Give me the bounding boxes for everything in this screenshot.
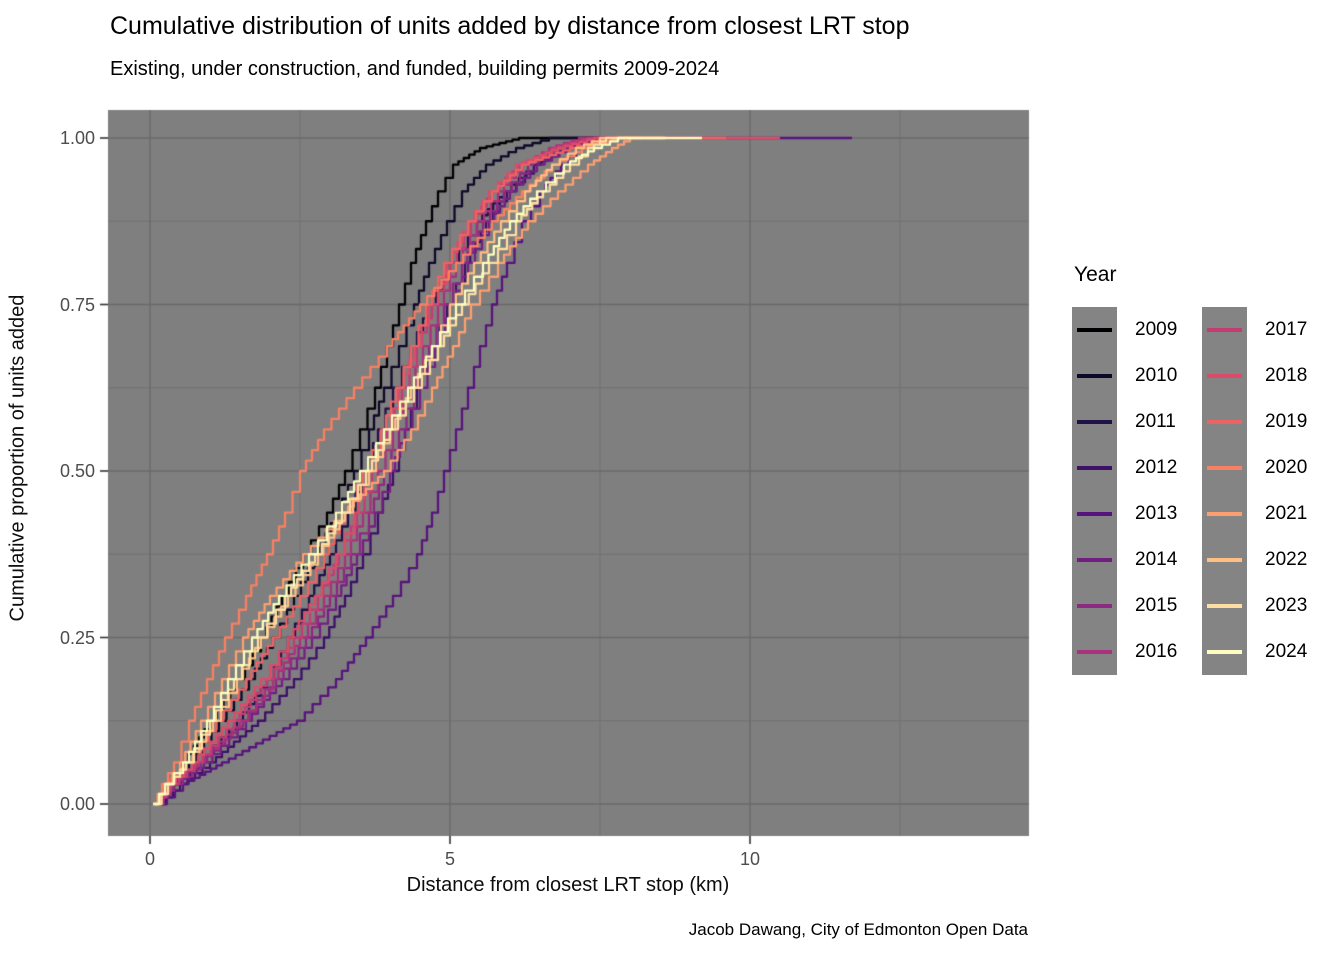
x-tick-label: 10 bbox=[739, 849, 761, 869]
legend-key-line bbox=[1207, 374, 1242, 378]
legend-label: 2020 bbox=[1265, 457, 1308, 478]
legend-label: 2012 bbox=[1135, 457, 1178, 478]
legend-label: 2014 bbox=[1135, 549, 1178, 570]
legend-item-2011: 2011 bbox=[1072, 399, 1176, 445]
y-tick-label: 0.50 bbox=[59, 461, 95, 481]
legend-label: 2015 bbox=[1135, 595, 1178, 616]
legend-title: Year bbox=[1074, 263, 1117, 286]
chart-caption: Jacob Dawang, City of Edmonton Open Data bbox=[688, 920, 1028, 939]
legend-key-line bbox=[1077, 558, 1112, 562]
legend-key-line bbox=[1207, 328, 1242, 332]
y-tick-label: 0.25 bbox=[59, 627, 95, 648]
x-tick-label: 5 bbox=[444, 849, 455, 869]
legend-label: 2017 bbox=[1265, 319, 1308, 340]
y-tick-label: 0.75 bbox=[59, 294, 95, 315]
legend-key-line bbox=[1077, 650, 1112, 654]
legend-key-line bbox=[1077, 328, 1112, 332]
legend-key-line bbox=[1077, 466, 1112, 470]
legend-item-2022: 2022 bbox=[1202, 537, 1307, 583]
legend-column-2: 2017 2018 2019 2020 2021 2022 2023 2024 bbox=[1202, 307, 1307, 675]
legend-label: 2018 bbox=[1265, 365, 1308, 386]
legend-item-2020: 2020 bbox=[1202, 445, 1307, 491]
legend-key-line bbox=[1077, 420, 1112, 424]
legend-key-line bbox=[1207, 466, 1242, 470]
legend-key-line bbox=[1077, 512, 1112, 516]
x-axis-title: Distance from closest LRT stop (km) bbox=[406, 874, 730, 896]
legend-item-2021: 2021 bbox=[1202, 491, 1307, 537]
legend-label: 2013 bbox=[1135, 503, 1178, 524]
legend-item-2012: 2012 bbox=[1072, 445, 1177, 491]
legend-item-2019: 2019 bbox=[1202, 399, 1307, 445]
legend-item-2015: 2015 bbox=[1072, 583, 1177, 629]
legend-column-1: 2009 2010 2011 2012 2013 2014 2015 2016 bbox=[1072, 307, 1177, 675]
legend-key-line bbox=[1077, 374, 1112, 378]
legend-item-2016: 2016 bbox=[1072, 629, 1177, 675]
legend-label: 2011 bbox=[1135, 411, 1176, 432]
y-tick-label: 1.00 bbox=[59, 128, 95, 148]
legend-item-2010: 2010 bbox=[1072, 353, 1177, 399]
legend-label: 2024 bbox=[1265, 641, 1308, 662]
legend-item-2023: 2023 bbox=[1202, 583, 1307, 629]
legend-key-line bbox=[1207, 512, 1242, 516]
legend-item-2018: 2018 bbox=[1202, 353, 1307, 399]
legend-label: 2021 bbox=[1265, 503, 1308, 524]
legend-item-2024: 2024 bbox=[1202, 629, 1307, 675]
legend-label: 2010 bbox=[1135, 365, 1178, 386]
legend-label: 2009 bbox=[1135, 319, 1178, 340]
x-tick-label: 0 bbox=[144, 849, 155, 869]
legend-item-2013: 2013 bbox=[1072, 491, 1177, 537]
legend-key-line bbox=[1207, 604, 1242, 608]
y-axis-title: Cumulative proportion of units added bbox=[6, 294, 29, 622]
legend-key-line bbox=[1207, 420, 1242, 424]
y-tick-label: 0.00 bbox=[59, 794, 95, 814]
chart-title: Cumulative distribution of units added b… bbox=[110, 12, 910, 40]
legend-label: 2022 bbox=[1265, 549, 1308, 570]
legend-label: 2016 bbox=[1135, 641, 1178, 662]
legend-key-line bbox=[1207, 650, 1242, 654]
legend-label: 2023 bbox=[1265, 595, 1308, 616]
legend-label: 2019 bbox=[1265, 411, 1308, 432]
legend-item-2014: 2014 bbox=[1072, 537, 1177, 583]
legend-item-2009: 2009 bbox=[1072, 307, 1177, 353]
legend-item-2017: 2017 bbox=[1202, 307, 1307, 353]
legend-key-line bbox=[1077, 604, 1112, 608]
chart-subtitle: Existing, under construction, and funded… bbox=[110, 58, 720, 80]
legend-key-line bbox=[1207, 558, 1242, 562]
